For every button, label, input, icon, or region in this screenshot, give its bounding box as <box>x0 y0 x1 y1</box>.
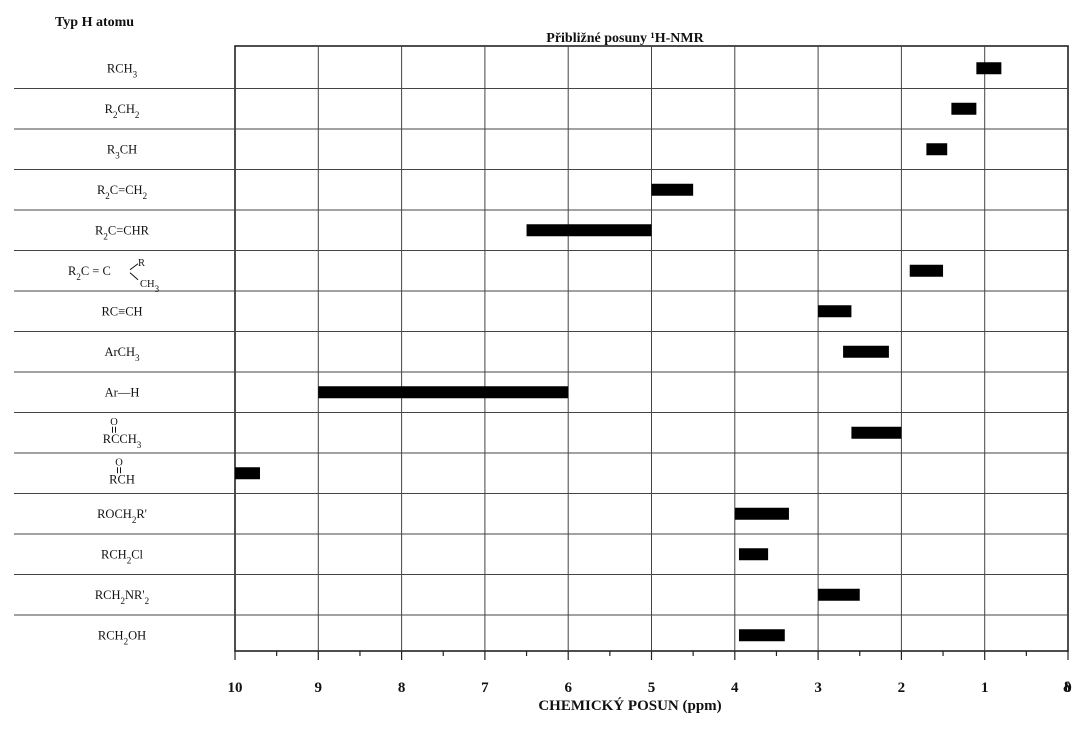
shift-bar <box>738 629 785 642</box>
x-axis-ticks: 10 9 8 7 6 5 4 3 2 1 0 <box>228 651 1072 696</box>
shift-bar <box>951 102 977 115</box>
row-label-group: R2C=CH2 <box>97 183 147 201</box>
row-label: RCH2Cl <box>101 547 144 565</box>
row-label-group: RCH3 <box>107 61 138 79</box>
shift-bar <box>818 588 860 601</box>
shift-bar <box>851 426 902 439</box>
x-tick-label: 2 <box>898 680 906 696</box>
x-axis-title: CHEMICKÝ POSUN (ppm) <box>538 697 721 714</box>
row-label-group: R3CH <box>107 142 137 160</box>
row-label: R2C=CH2 <box>97 183 147 201</box>
row-label-group: RCCH3 O <box>103 417 142 450</box>
shift-bar <box>318 386 569 399</box>
delta-symbol: δ <box>1063 680 1071 696</box>
x-tick-label: 5 <box>648 680 656 696</box>
shift-bar <box>909 264 944 277</box>
branch-lower: CH3 <box>140 279 160 294</box>
row-label-group: ArCH3 <box>104 345 140 363</box>
row-label-group: RC≡CH <box>101 304 142 318</box>
shift-bar <box>843 345 889 358</box>
row-label: R2C = C <box>68 264 111 282</box>
row-label: RCH2OH <box>98 628 146 646</box>
row-label-group: RCH2Cl <box>101 547 144 565</box>
row-label-group: RCH2OH <box>98 628 146 646</box>
row-label: R3CH <box>107 142 137 160</box>
row-label-group: ROCH2R' <box>97 507 147 525</box>
shift-bar <box>818 305 852 318</box>
shift-bar <box>651 183 694 196</box>
row-label-group: R2C=CHR <box>95 223 150 241</box>
chart-title: Přibližné posuny ¹H-NMR <box>546 31 704 46</box>
x-tick-label: 0 <box>1064 680 1072 696</box>
shift-bar <box>734 507 789 520</box>
row-label-group: Ar—H <box>105 385 140 399</box>
shift-bar <box>926 143 948 156</box>
row-label: ROCH2R' <box>97 507 147 525</box>
x-tick-label: 1 <box>981 680 989 696</box>
row-label-group: R2CH2 <box>105 102 140 120</box>
shift-bar <box>526 224 652 237</box>
carbonyl-oxygen: O <box>115 457 123 468</box>
branch-bond <box>129 263 139 271</box>
shift-bar <box>235 467 260 480</box>
row-label: R2C=CHR <box>95 223 150 241</box>
x-tick-label: 8 <box>398 680 406 696</box>
x-tick-label: 7 <box>481 680 489 696</box>
row-label: RCH2NR'2 <box>95 588 149 606</box>
x-tick-label: 9 <box>315 680 323 696</box>
row-header: Typ H atomu <box>55 15 134 30</box>
row-label: RCH <box>109 472 135 486</box>
row-label: RCH3 <box>107 61 138 79</box>
row-label: ArCH3 <box>104 345 140 363</box>
shift-bar <box>738 548 769 561</box>
x-tick-label: 3 <box>814 680 822 696</box>
x-tick-label: 10 <box>228 680 243 696</box>
x-tick-label: 4 <box>731 680 739 696</box>
branch-upper: R <box>138 258 145 269</box>
carbonyl-oxygen: O <box>110 417 118 428</box>
x-tick-label: 6 <box>564 680 572 696</box>
branch-bond <box>129 272 139 281</box>
bars-layer <box>235 62 1002 642</box>
row-label: RC≡CH <box>101 304 142 318</box>
shift-bar <box>976 62 1002 75</box>
row-label-group: RCH O <box>109 457 135 486</box>
row-label: Ar—H <box>105 385 140 399</box>
row-label-group: RCH2NR'2 <box>95 588 149 606</box>
grid-layer <box>14 45 1069 652</box>
row-label: R2CH2 <box>105 102 140 120</box>
row-label-group: R2C = C R CH3 <box>68 258 160 294</box>
row-label: RCCH3 <box>103 432 142 450</box>
